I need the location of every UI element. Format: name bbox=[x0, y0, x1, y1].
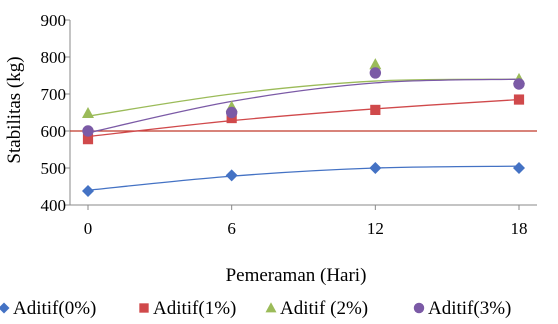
trendlines bbox=[70, 78, 537, 191]
data-point bbox=[513, 94, 525, 105]
legend: Aditif(0%) Aditif(1%) Aditif (2%) Aditif(3%… bbox=[0, 298, 511, 319]
x-tick-label: 12 bbox=[367, 219, 384, 238]
x-tick-label: 6 bbox=[227, 219, 236, 238]
data-point bbox=[370, 104, 381, 116]
data-point bbox=[513, 78, 525, 90]
data-point bbox=[513, 162, 525, 174]
legend-label: Aditif (2%) bbox=[280, 298, 368, 319]
y-tick-label: 700 bbox=[41, 85, 67, 104]
data-point bbox=[369, 67, 382, 79]
axes: 400 500 600 700 800 900 0 6 12 18 bbox=[41, 11, 537, 238]
legend-marker bbox=[139, 303, 149, 313]
x-axis-title: Pemeraman (Hari) bbox=[226, 265, 367, 286]
data-point bbox=[225, 106, 238, 119]
data-point bbox=[369, 58, 382, 70]
y-tick-label: 800 bbox=[41, 48, 67, 67]
y-tick-label: 900 bbox=[41, 11, 67, 30]
data-markers bbox=[82, 58, 525, 197]
legend-marker bbox=[265, 302, 277, 313]
legend-label: Aditif(0%) bbox=[13, 298, 96, 319]
trendline bbox=[87, 165, 520, 191]
legend-marker bbox=[0, 302, 10, 314]
legend-label: Aditif(1%) bbox=[153, 298, 236, 319]
x-tick-label: 18 bbox=[511, 219, 528, 238]
data-point bbox=[82, 106, 94, 119]
data-point bbox=[225, 169, 238, 182]
y-tick-label: 500 bbox=[41, 159, 67, 178]
data-point bbox=[369, 162, 382, 174]
data-point bbox=[82, 184, 94, 197]
x-tick-label: 0 bbox=[84, 219, 93, 238]
trendline bbox=[87, 98, 520, 138]
y-tick-label: 400 bbox=[41, 196, 67, 215]
trendline bbox=[87, 78, 520, 134]
data-point bbox=[82, 125, 94, 137]
legend-label: Aditif(3%) bbox=[428, 298, 511, 319]
data-point bbox=[82, 134, 94, 145]
y-axis-title: Stabilitas (kg) bbox=[4, 56, 25, 163]
legend-marker bbox=[413, 302, 425, 314]
y-tick-label: 600 bbox=[41, 122, 67, 141]
trendline bbox=[87, 78, 520, 117]
